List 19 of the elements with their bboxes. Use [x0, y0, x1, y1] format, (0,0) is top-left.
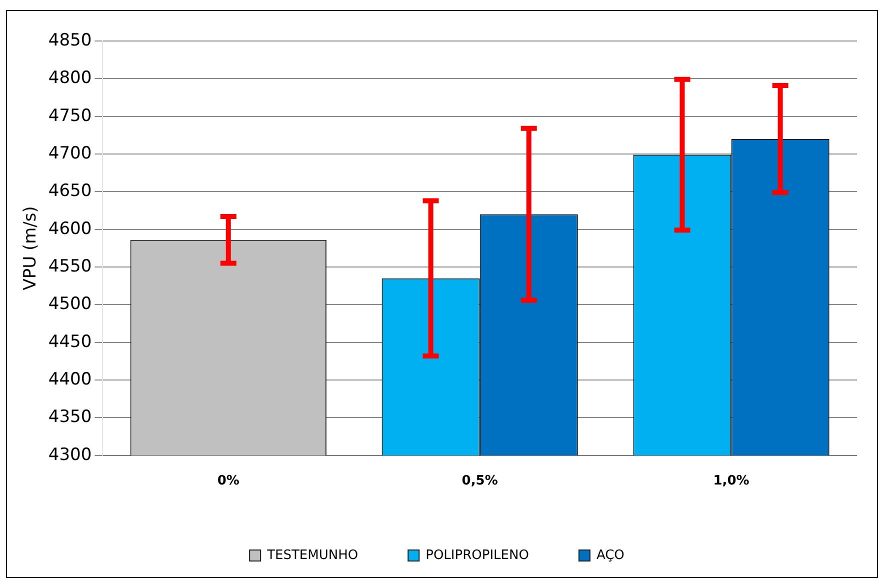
y-tick-label: 4300	[48, 444, 92, 465]
y-tick-label: 4700	[48, 143, 92, 164]
y-tick-label: 4350	[48, 407, 92, 428]
legend-label: AÇO	[596, 548, 624, 563]
y-tick-label: 4800	[48, 68, 92, 88]
y-tick-label: 4750	[48, 106, 92, 126]
y-tick-label: 4600	[48, 218, 92, 239]
x-tick-label: 1,0%	[713, 474, 750, 489]
y-tick-label: 4650	[48, 181, 92, 202]
y-axis-title: VPU (m/s)	[20, 206, 41, 290]
y-tick-label: 4450	[48, 332, 92, 352]
y-tick-label: 4850	[48, 30, 92, 50]
y-tick-label: 4500	[48, 294, 92, 314]
legend-label: TESTEMUNHO	[266, 548, 358, 563]
x-tick-label: 0,5%	[462, 474, 498, 489]
y-tick-label: 4550	[48, 256, 92, 276]
x-tick-label: 0%	[217, 474, 240, 489]
legend-label: POLIPROPILENO	[426, 548, 529, 563]
y-tick-label: 4400	[48, 369, 92, 390]
